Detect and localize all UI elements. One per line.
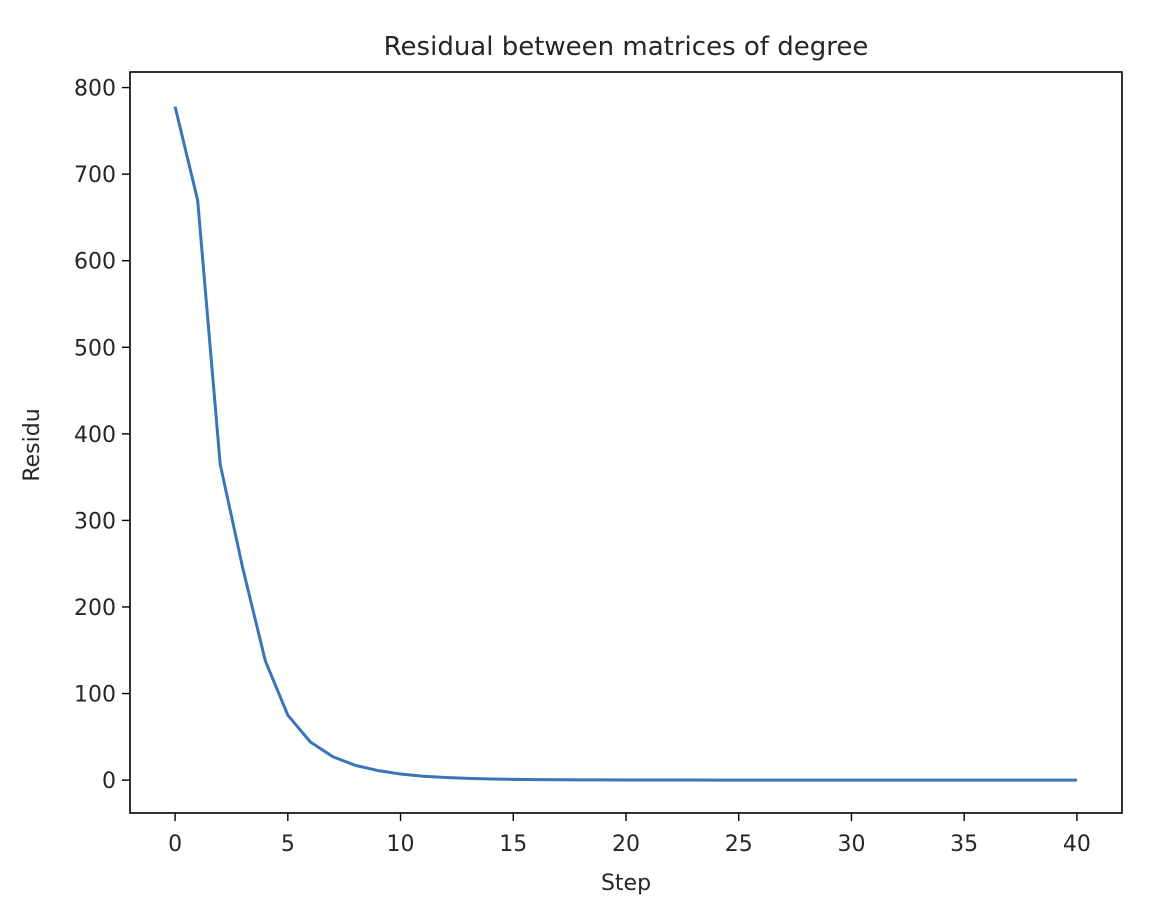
- y-axis: 0 100 200 300 400 500 600 700 800: [74, 77, 130, 794]
- y-tick-label: 800: [74, 77, 116, 102]
- y-tick-label: 500: [74, 336, 116, 361]
- chart-title: Residual between matrices of degree: [384, 32, 869, 62]
- y-tick-label: 600: [74, 250, 116, 275]
- plot-area-frame: [129, 71, 1123, 814]
- x-tick-label: 25: [725, 832, 753, 857]
- y-tick-label: 300: [74, 509, 116, 534]
- y-tick-label: 700: [74, 163, 116, 188]
- x-tick-label: 0: [168, 832, 182, 857]
- series-layer: [173, 106, 1077, 782]
- x-tick-label: 40: [1063, 832, 1091, 857]
- y-tick-label: 400: [74, 423, 116, 448]
- x-axis: 0 5 10 15 20 25 30 35 40: [168, 813, 1091, 857]
- x-axis-label: Step: [601, 871, 651, 896]
- x-tick-label: 35: [950, 832, 978, 857]
- x-tick-label: 10: [387, 832, 415, 857]
- x-tick-label: 20: [612, 832, 640, 857]
- y-axis-label: Residu: [20, 408, 45, 481]
- series-line: [173, 106, 1077, 782]
- x-tick-label: 5: [281, 832, 295, 857]
- x-tick-label: 30: [837, 832, 865, 857]
- y-tick-label: 200: [74, 596, 116, 621]
- y-tick-label: 0: [102, 769, 116, 794]
- y-tick-label: 100: [74, 683, 116, 708]
- x-tick-label: 15: [499, 832, 527, 857]
